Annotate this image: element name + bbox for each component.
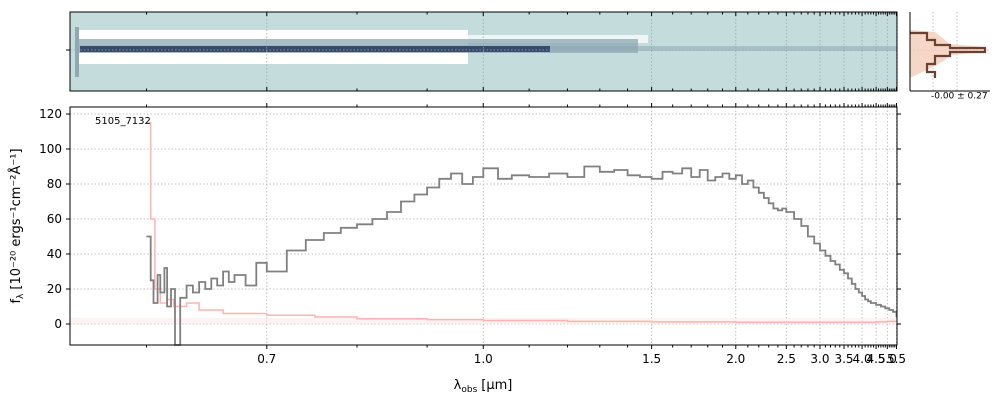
x-tick-label: 0.7 bbox=[257, 352, 276, 366]
y-axis-label-symbol: f bbox=[9, 299, 24, 304]
y-axis-label: fλ [10⁻²⁰ ergs⁻¹cm⁻²Å⁻¹] bbox=[8, 148, 26, 303]
y-tick-label: 80 bbox=[47, 177, 62, 191]
uncertainty-line bbox=[146, 122, 898, 324]
y-axis-label-unit: [10⁻²⁰ ergs⁻¹cm⁻²Å⁻¹] bbox=[8, 148, 24, 289]
twod-trace-tail bbox=[550, 46, 897, 51]
y-tick-label: 60 bbox=[47, 212, 62, 226]
profile-label: -0.00 ± 0.27 bbox=[931, 92, 988, 102]
y-axis-label-subscript: λ bbox=[16, 293, 26, 299]
x-tick-label: 1.5 bbox=[642, 352, 661, 366]
x-tick-label: 5.0 bbox=[878, 352, 897, 366]
x-axis-label: λobs [μm] bbox=[454, 378, 513, 395]
y-tick-label: 40 bbox=[47, 247, 62, 261]
main-grid bbox=[70, 107, 897, 345]
x-tick-label: 4.5 bbox=[867, 352, 886, 366]
x-tick-label: 2.5 bbox=[777, 352, 796, 366]
x-tick-label: 3.5 bbox=[834, 352, 853, 366]
x-tick-label: 3.0 bbox=[810, 352, 829, 366]
x-tick-label: 1.0 bbox=[474, 352, 493, 366]
y-tick-label: 100 bbox=[39, 142, 62, 156]
main-ticks: 0.7 1.0 1.5 2.0 2.5 3.0 3.54.04.55.05.5 0 20 40 60… bbox=[39, 103, 906, 366]
twod-trace bbox=[80, 46, 550, 52]
twod-spectrum-panel bbox=[66, 11, 898, 92]
x-tick-label: 5.5 bbox=[887, 352, 906, 366]
x-tick-label: 2.0 bbox=[726, 352, 745, 366]
profile-panel: -0.00 ± 0.27 bbox=[909, 12, 990, 102]
profile-fill bbox=[910, 30, 985, 78]
twod-edge bbox=[75, 27, 79, 77]
main-spectrum-panel: 0.7 1.0 1.5 2.0 2.5 3.0 3.54.04.55.05.5 0 20 40 60… bbox=[8, 103, 906, 395]
y-tick-label: 20 bbox=[47, 282, 62, 296]
y-tick-label: 0 bbox=[54, 317, 62, 331]
twod-ticks bbox=[66, 12, 898, 91]
x-axis-label-symbol: λ bbox=[454, 378, 462, 393]
object-id-label: 5105_7132 bbox=[95, 116, 151, 127]
x-tick-label: 4.0 bbox=[853, 352, 872, 366]
twod-band-white bbox=[78, 52, 468, 64]
flux-line bbox=[146, 165, 898, 346]
x-axis-label-unit: [μm] bbox=[481, 378, 512, 393]
y-tick-label: 120 bbox=[39, 107, 62, 121]
profile-line bbox=[910, 31, 987, 78]
x-axis-label-subscript: obs bbox=[461, 385, 477, 395]
twod-bands bbox=[75, 27, 897, 77]
